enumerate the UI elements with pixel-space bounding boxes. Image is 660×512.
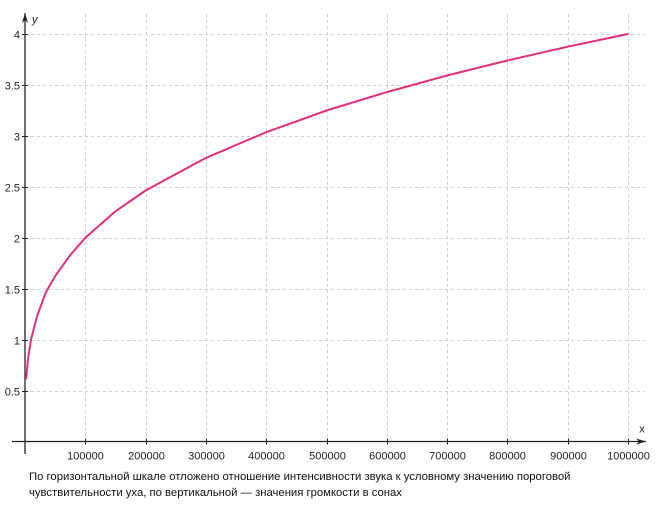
data-point (69, 254, 72, 256)
data-point (566, 45, 569, 48)
x-tick-label: 800000 (489, 451, 526, 463)
data-point (54, 275, 56, 277)
data-point (627, 33, 629, 35)
grid (25, 14, 645, 442)
x-tick-label: 600000 (369, 451, 406, 463)
data-point (36, 315, 38, 317)
data-point (446, 74, 448, 77)
series (25, 33, 629, 380)
y-tick-label: 3 (14, 132, 20, 144)
x-tick-label: 200000 (128, 451, 165, 463)
x-tick-label: 700000 (429, 451, 466, 463)
data-point (386, 91, 388, 93)
y-tick-label: 2.5 (5, 183, 20, 195)
y-tick-label: 2 (14, 234, 20, 246)
data-point (265, 131, 268, 134)
x-tick-label: 900000 (550, 451, 587, 463)
data-point (30, 338, 32, 341)
y-axis-arrow-icon (22, 13, 28, 23)
x-tick-label: 500000 (309, 451, 346, 463)
x-tick-label: 100000 (67, 451, 104, 463)
data-point (144, 189, 147, 192)
chart: xy 100000 200000 300000 400000 500000 600000 7… (5, 13, 650, 463)
data-point (45, 290, 47, 293)
data-point (506, 59, 509, 62)
x-tick-label: 1000000 (607, 451, 650, 463)
x-axis-label: x (639, 424, 645, 436)
x-tick-label: 400000 (248, 451, 285, 463)
y-tick-label: 1 (14, 336, 20, 348)
data-point (25, 377, 28, 380)
y-tick-label: 0.5 (5, 387, 20, 399)
data-point (84, 236, 87, 239)
x-tick-label: 300000 (188, 451, 225, 463)
data-point (325, 109, 328, 112)
axes: xy (12, 13, 646, 454)
x-axis-arrow-icon (636, 438, 646, 445)
y-tick-label: 3.5 (5, 81, 20, 93)
data-point (27, 357, 29, 360)
ticks: 100000 200000 300000 400000 500000 600000 7000… (5, 30, 650, 463)
chart-caption: По горизонтальной шкале отложено отношен… (29, 471, 571, 499)
y-axis-label: y (31, 14, 39, 26)
series-line (25, 33, 629, 379)
y-tick-label: 4 (14, 30, 20, 42)
data-point (205, 157, 207, 159)
y-tick-label: 1.5 (5, 285, 20, 297)
data-point (114, 210, 117, 213)
